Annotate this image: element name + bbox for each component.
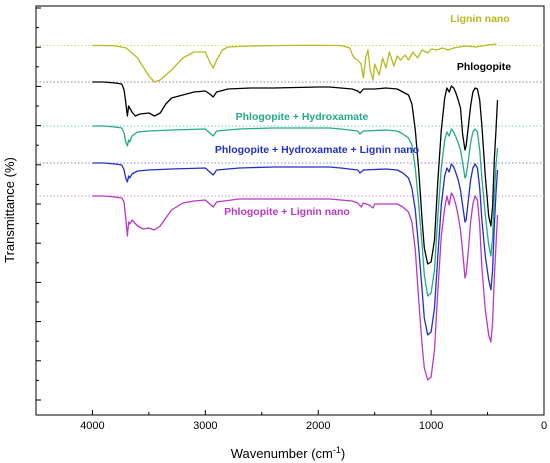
series-line [92, 162, 499, 336]
x-tick-label: 4000 [80, 420, 104, 432]
plot-area-frame [35, 5, 545, 416]
series-label: Phlogopite + Hydroxamate + Lignin nano [215, 144, 419, 156]
x-tick-label: 2000 [306, 420, 330, 432]
series-line [92, 125, 499, 297]
y-axis-ticks [36, 7, 41, 401]
series-baselines [36, 45, 544, 197]
x-tick-label: 0 [541, 420, 547, 432]
series-label: Phlogopite + Hydroxamate [236, 111, 369, 123]
series-label: Phlogopite + Lignin nano [224, 206, 350, 218]
y-axis-title: Transmittance (%) [2, 157, 17, 263]
series-label: Lignin nano [450, 13, 510, 25]
series-labels: Lignin nano Phlogopite Phlogopite + Hydrox… [215, 13, 511, 218]
x-tick-label: 1000 [419, 420, 443, 432]
series-lines [92, 43, 499, 381]
series-line [92, 192, 499, 381]
x-axis-title: Wavenumber (cm-1) [231, 445, 345, 461]
x-tick-label: 3000 [193, 420, 217, 432]
series-line [92, 81, 499, 265]
x-axis-ticks: 4000 3000 2000 1000 0 [35, 410, 547, 432]
series-line [92, 43, 497, 83]
series-label: Phlogopite [457, 61, 511, 73]
